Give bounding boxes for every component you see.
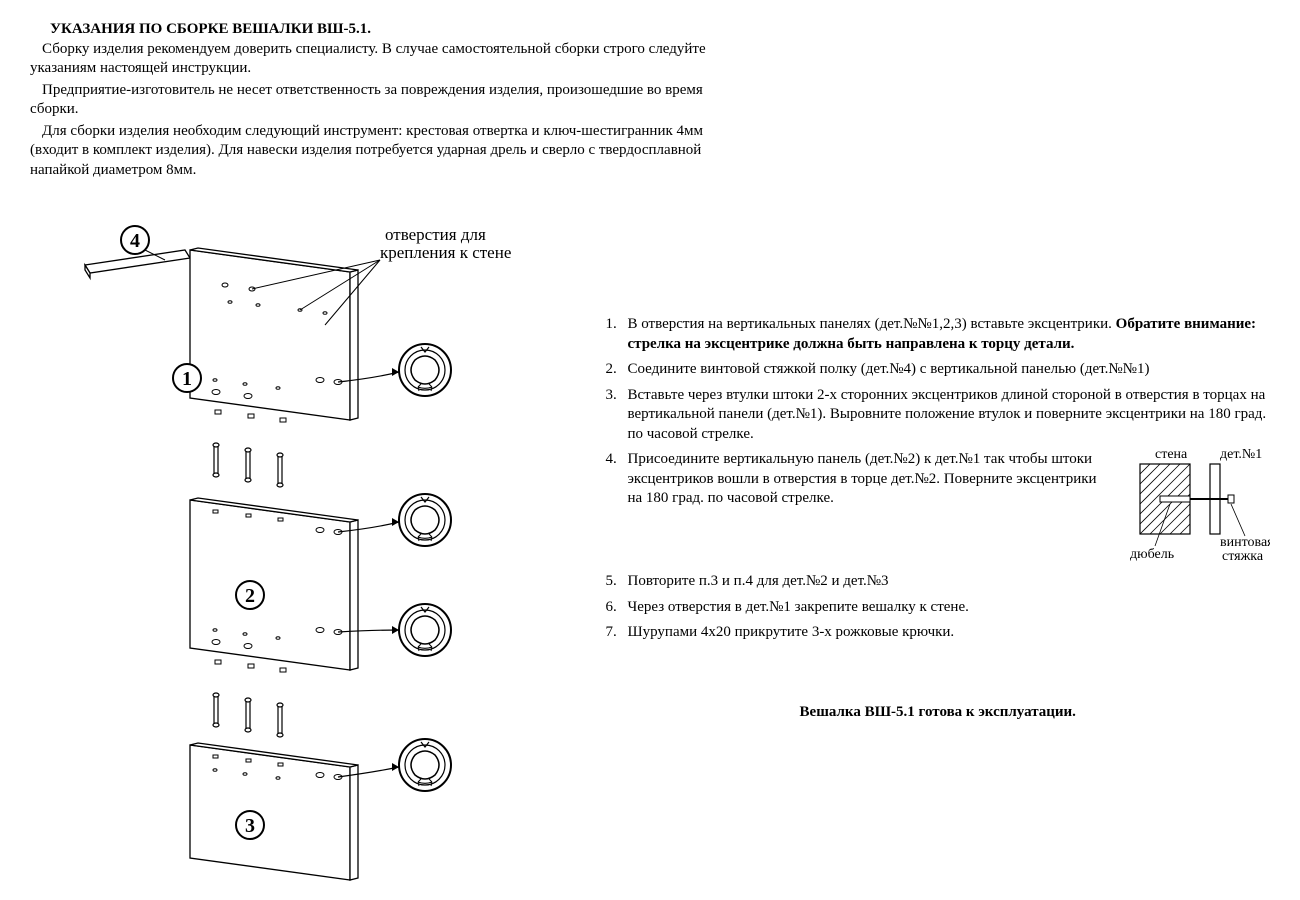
intro-text: Сборку изделия рекомендуем доверить спец… bbox=[30, 40, 1270, 181]
svg-text:винтовая: винтовая bbox=[1220, 535, 1270, 550]
part-label-3: 3 bbox=[236, 811, 264, 839]
step-4: стена дет.№1 bbox=[627, 450, 1270, 566]
intro-p2: Предприятие-изготовитель не несет ответс… bbox=[30, 81, 730, 120]
svg-text:1: 1 bbox=[182, 368, 192, 390]
intro-p1: Сборку изделия рекомендуем доверить спец… bbox=[30, 40, 730, 79]
svg-text:дет.№1: дет.№1 bbox=[1220, 447, 1262, 462]
cam-detail-3 bbox=[399, 739, 451, 791]
page-title: УКАЗАНИЯ ПО СБОРКЕ ВЕШАЛКИ ВШ-5.1. bbox=[50, 20, 1270, 40]
cam-detail-2b bbox=[399, 604, 451, 656]
intro-p3: Для сборки изделия необходим следующий и… bbox=[30, 122, 730, 181]
callout-holes-l2: крепления к стене bbox=[380, 243, 511, 262]
step-7: Шурупами 4х20 прикрутите 3-х рожковые кр… bbox=[627, 623, 1270, 643]
step-5: Повторите п.3 и п.4 для дет.№2 и дет.№3 bbox=[627, 572, 1270, 592]
step-6: Через отверстия в дет.№1 закрепите вешал… bbox=[627, 598, 1270, 618]
diagram-exploded: отверстия для крепления к стене 4 bbox=[30, 210, 575, 897]
svg-text:стена: стена bbox=[1155, 447, 1188, 462]
svg-text:дюбель: дюбель bbox=[1130, 547, 1174, 562]
ready-text: Вешалка ВШ-5.1 готова к эксплуатации. bbox=[605, 703, 1270, 723]
cam-detail-2 bbox=[399, 494, 451, 546]
part-label-4: 4 bbox=[121, 226, 149, 254]
part-label-1: 1 bbox=[173, 364, 201, 392]
part-3-panel bbox=[190, 743, 358, 880]
callout-holes-l1: отверстия для bbox=[385, 225, 486, 244]
svg-text:2: 2 bbox=[245, 585, 255, 607]
step-1: В отверстия на вертикальных панелях (дет… bbox=[627, 315, 1270, 354]
step-2: Соедините винтовой стяжкой полку (дет.№4… bbox=[627, 360, 1270, 380]
svg-text:стяжка: стяжка bbox=[1222, 549, 1264, 564]
part-label-2: 2 bbox=[236, 581, 264, 609]
assembly-steps: 1.В отверстия на вертикальных панелях (д… bbox=[605, 315, 1270, 643]
step-3: Вставьте через втулки штоки 2-х сторонни… bbox=[627, 386, 1270, 445]
wall-mount-diagram: стена дет.№1 bbox=[1120, 446, 1270, 566]
svg-text:4: 4 bbox=[130, 230, 140, 252]
cam-detail-1 bbox=[399, 344, 451, 396]
svg-text:3: 3 bbox=[245, 815, 255, 837]
